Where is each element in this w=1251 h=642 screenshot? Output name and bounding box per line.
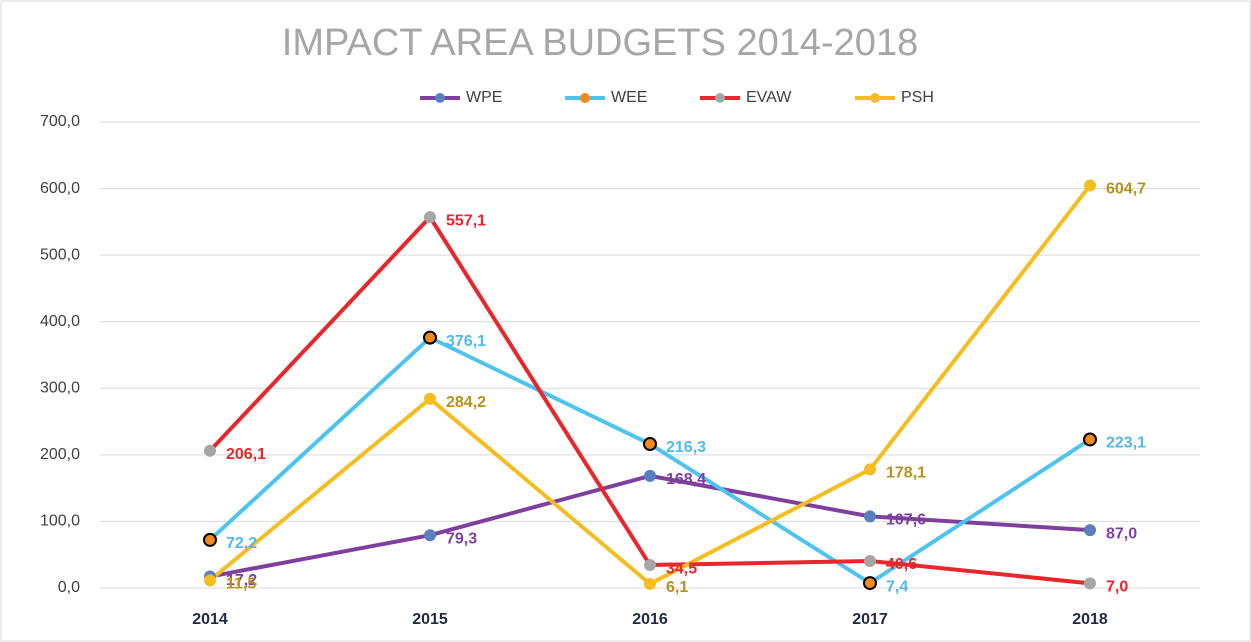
point-marker <box>644 469 656 482</box>
point-marker <box>1084 179 1096 192</box>
data-label: 34,5 <box>666 560 697 577</box>
y-tick-label: 500,0 <box>40 246 80 263</box>
chart-title: IMPACT AREA BUDGETS 2014-2018 <box>282 22 918 64</box>
point-marker <box>204 574 216 587</box>
legend-label: EVAW <box>746 89 792 106</box>
x-tick-label: 2015 <box>412 611 448 628</box>
point-marker <box>423 330 437 345</box>
point-marker <box>864 554 876 567</box>
x-tick-label: 2014 <box>192 611 228 628</box>
point-marker <box>644 559 656 572</box>
x-tick-label: 2017 <box>852 611 888 628</box>
data-label: 206,1 <box>226 446 266 463</box>
point-marker <box>644 577 656 590</box>
point-marker <box>424 392 436 405</box>
x-tick-label: 2016 <box>632 611 668 628</box>
data-label: 6,1 <box>666 579 688 596</box>
x-tick-label: 2018 <box>1072 611 1108 628</box>
point-marker <box>864 463 876 476</box>
point-marker <box>863 576 877 591</box>
y-tick-label: 600,0 <box>40 180 80 197</box>
legend-marker <box>715 93 725 103</box>
data-label: 168,4 <box>666 471 706 488</box>
data-label: 223,1 <box>1106 435 1146 452</box>
y-tick-label: 300,0 <box>40 380 80 397</box>
point-marker <box>864 510 876 523</box>
data-label: 376,1 <box>446 333 486 350</box>
data-label: 79,3 <box>446 530 477 547</box>
data-label: 7,4 <box>886 578 908 595</box>
data-label: 17,2 <box>226 572 257 589</box>
point-marker <box>203 532 217 547</box>
point-marker <box>1083 432 1097 447</box>
data-label: 284,2 <box>446 394 486 411</box>
data-label: 557,1 <box>446 212 486 229</box>
legend-label: WEE <box>611 89 647 106</box>
point-marker <box>643 437 657 452</box>
point-marker <box>424 211 436 224</box>
data-label: 40,6 <box>886 556 917 573</box>
legend-label: WPE <box>466 89 502 106</box>
data-label: 7,0 <box>1106 579 1128 596</box>
y-tick-label: 400,0 <box>40 313 80 330</box>
data-label: 87,0 <box>1106 525 1137 542</box>
legend-label: PSH <box>901 89 934 106</box>
y-tick-label: 0,0 <box>58 579 80 596</box>
legend-marker <box>870 93 880 103</box>
point-marker <box>204 444 216 457</box>
y-tick-label: 200,0 <box>40 446 80 463</box>
data-label: 107,6 <box>886 512 926 529</box>
legend-marker <box>435 93 445 103</box>
point-marker <box>1084 524 1096 537</box>
data-label: 604,7 <box>1106 181 1146 198</box>
data-label: 216,3 <box>666 439 706 456</box>
data-label: 72,2 <box>226 535 257 552</box>
data-label: 11,5 <box>226 576 256 593</box>
data-label: 178,1 <box>886 465 926 482</box>
y-tick-label: 700,0 <box>40 113 80 130</box>
legend-marker <box>580 93 590 103</box>
point-marker <box>424 529 436 542</box>
point-marker <box>1084 577 1096 590</box>
y-tick-label: 100,0 <box>40 513 80 530</box>
